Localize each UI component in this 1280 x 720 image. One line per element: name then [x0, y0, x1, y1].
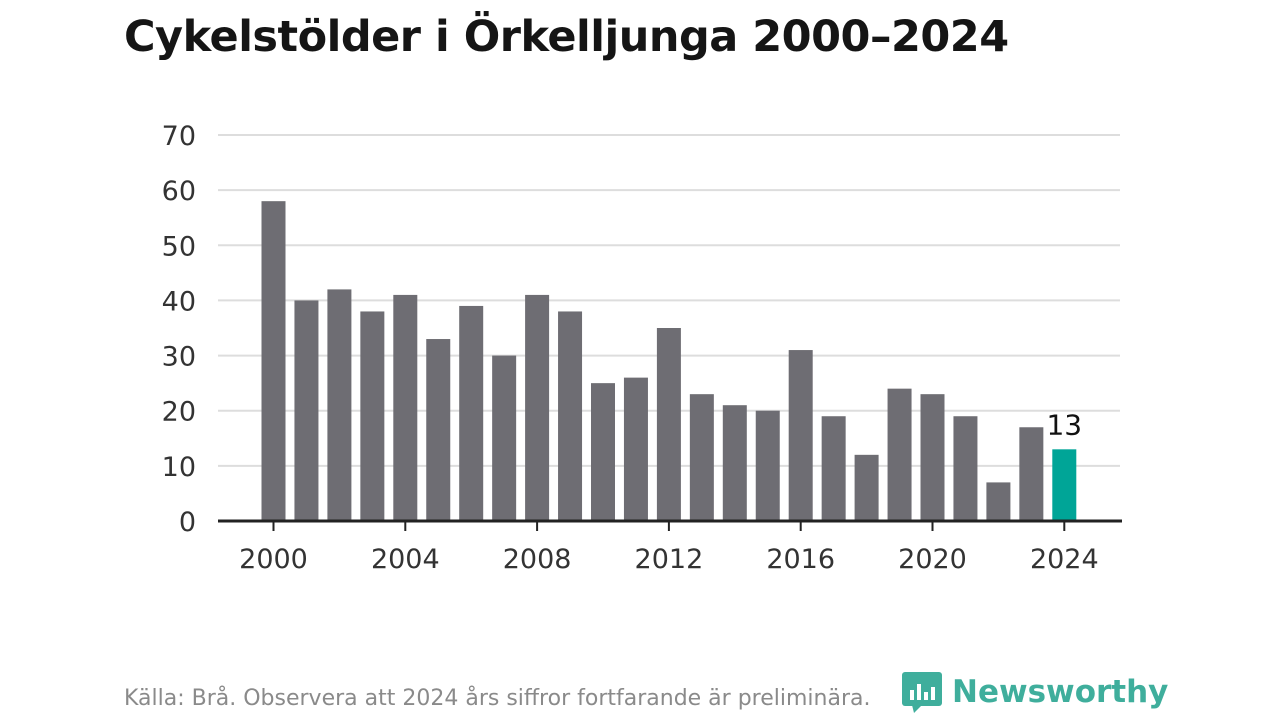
bar-2016: [788, 350, 813, 521]
bar-2023: [1019, 427, 1044, 521]
bar-2015: [755, 410, 780, 521]
data-label: 13: [1046, 408, 1082, 441]
brand-name: Newsworthy: [952, 674, 1169, 710]
bar-2004: [393, 294, 418, 521]
bar-2008: [525, 294, 550, 521]
newsworthy-logo-icon: [902, 672, 942, 713]
annotations: 13: [1046, 408, 1082, 441]
bar-2022: [986, 482, 1011, 521]
bar-2007: [492, 355, 517, 521]
y-tick-label: 40: [162, 286, 196, 317]
brand-logo: Newsworthy: [902, 670, 1168, 714]
y-axis-ticks: 0 10 20 30 40 50 60 70: [162, 121, 196, 538]
y-tick-label: 20: [162, 397, 196, 428]
bar-2017: [821, 416, 846, 521]
y-tick-label: 60: [162, 176, 196, 207]
bar-2012: [656, 328, 681, 521]
x-tick-label: 2016: [766, 544, 835, 575]
y-tick-label: 0: [179, 507, 196, 538]
x-axis-ticks: 2000 2004 2008 2012 2016 2020 2024: [239, 521, 1099, 575]
bar-2021: [953, 416, 978, 521]
source-note: Källa: Brå. Observera att 2024 års siffr…: [124, 686, 871, 711]
x-tick-label: 2008: [503, 544, 572, 575]
bars: [261, 201, 1077, 521]
x-tick-label: 2024: [1030, 544, 1099, 575]
bar-2011: [623, 377, 648, 521]
bar-2018: [854, 454, 879, 521]
bar-2020: [920, 394, 945, 521]
bar-2001: [294, 300, 319, 521]
bar-2005: [426, 339, 451, 521]
y-tick-label: 30: [162, 342, 196, 373]
bar-2002: [327, 289, 352, 521]
bar-2014: [722, 405, 747, 521]
bar-2010: [591, 383, 615, 521]
x-tick-label: 2004: [371, 544, 440, 575]
y-tick-label: 70: [162, 121, 196, 152]
chart-title: Cykelstölder i Örkelljunga 2000–2024: [124, 12, 1009, 62]
bar-2019: [887, 388, 912, 521]
bar-2000: [261, 201, 286, 521]
y-tick-label: 10: [162, 452, 196, 483]
x-tick-label: 2020: [898, 544, 967, 575]
bar-chart: 0 10 20 30 40 50 60 70 2000 2004 2008 2012 2016 2020…: [162, 121, 1122, 575]
x-tick-label: 2000: [239, 544, 308, 575]
bar-2013: [689, 394, 714, 521]
bar-2006: [459, 305, 484, 521]
bar-2024: [1052, 449, 1077, 521]
bar-2003: [360, 311, 385, 521]
bar-2009: [558, 311, 583, 521]
x-tick-label: 2012: [635, 544, 704, 575]
y-tick-label: 50: [162, 231, 196, 262]
